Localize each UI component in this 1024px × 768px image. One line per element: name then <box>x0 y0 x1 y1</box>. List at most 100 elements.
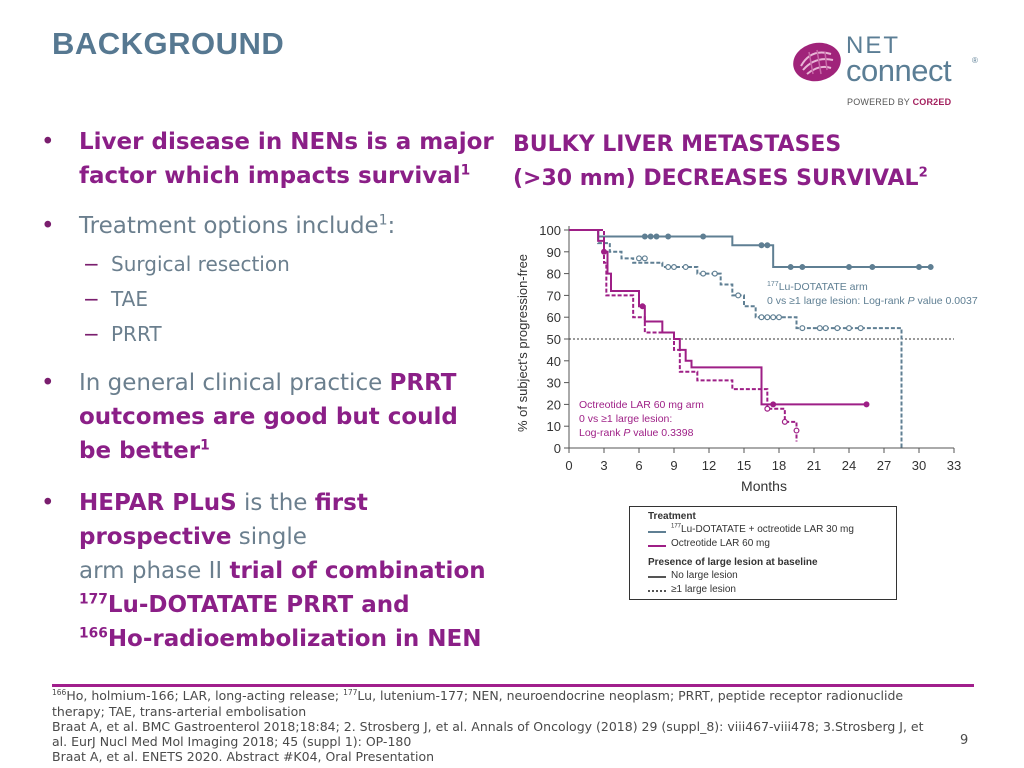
y-tick-label: 0 <box>554 441 561 456</box>
y-tick-label: 70 <box>547 288 561 303</box>
logo-text-connect: connect <box>846 53 952 88</box>
censor-mark <box>787 264 794 271</box>
censor-mark <box>670 264 677 271</box>
censor-mark <box>822 325 829 332</box>
x-tick-label: 6 <box>635 458 642 473</box>
censor-mark <box>682 264 689 271</box>
y-tick-label: 30 <box>547 376 561 391</box>
legend-item-large-lesion: ≥1 large lesion <box>671 584 736 595</box>
censor-mark <box>816 325 823 332</box>
bullet-treatment-options: • Treatment options include1: <box>41 209 395 243</box>
logo-powered-by: POWERED BY COR2ED <box>847 97 952 107</box>
censor-mark <box>863 401 870 408</box>
bullet-dot: • <box>41 213 55 239</box>
x-tick-label: 33 <box>947 458 961 473</box>
y-tick-label: 90 <box>547 245 561 260</box>
legend-heading-lesion: Presence of large lesion at baseline <box>648 557 818 568</box>
oct-annotation-line1: Octreotide LAR 60 mg arm <box>579 399 704 411</box>
legend-heading-treatment: Treatment <box>648 511 696 522</box>
censor-mark <box>834 325 841 332</box>
censor-mark <box>641 233 648 240</box>
censor-mark <box>700 233 707 240</box>
bullet-dot: • <box>41 370 55 396</box>
x-tick-label: 18 <box>772 458 786 473</box>
sub-bullet-prrt: − PRRT <box>83 322 162 346</box>
y-tick-label: 50 <box>547 332 561 347</box>
legend-swatch-oct <box>648 545 666 547</box>
slide-title: BACKGROUND <box>52 26 285 61</box>
page-number: 9 <box>960 733 969 748</box>
censor-mark <box>764 405 771 412</box>
km-curve-oct-large-lesion <box>569 229 798 442</box>
y-tick-label: 40 <box>547 354 561 369</box>
x-tick-label: 0 <box>565 458 572 473</box>
x-tick-label: 21 <box>807 458 821 473</box>
censor-mark <box>635 255 642 262</box>
censor-mark <box>665 264 672 271</box>
censor-mark <box>799 264 806 271</box>
censor-mark <box>711 270 718 277</box>
bullet-clinical-practice: • In general clinical practice PRRT outc… <box>41 366 458 468</box>
y-tick-label: 60 <box>547 310 561 325</box>
censor-mark <box>781 418 788 425</box>
net-connect-logo-icon <box>793 42 841 82</box>
censor-mark <box>764 242 771 249</box>
oct-annotation-line2: 0 vs ≥1 large lesion: <box>579 413 672 425</box>
lu-annotation-line1: 177Lu-DOTATATE arm <box>767 281 868 293</box>
x-axis-label: Months <box>741 478 787 494</box>
censor-mark <box>735 292 742 299</box>
censor-mark <box>845 264 852 271</box>
x-tick-label: 15 <box>737 458 751 473</box>
legend-item-no-lesion: No large lesion <box>671 570 738 581</box>
chart-heading: BULKY LIVER METASTASES (>30 mm) DECREASE… <box>513 132 928 191</box>
legend-swatch-lu <box>648 531 666 533</box>
footnote-reference-2: al. EurJ Nucl Med Mol Imaging 2018; 45 (… <box>52 734 412 749</box>
y-tick-label: 20 <box>547 397 561 412</box>
chart-legend: Treatment 177Lu-DOTATATE + octreotide LA… <box>629 506 897 600</box>
x-tick-label: 24 <box>842 458 856 473</box>
censor-mark <box>647 233 654 240</box>
legend-item-oct: Octreotide LAR 60 mg <box>671 538 770 549</box>
censor-mark <box>764 314 771 321</box>
x-tick-label: 9 <box>670 458 677 473</box>
legend-item-lu: 177Lu-DOTATATE + octreotide LAR 30 mg <box>671 523 854 535</box>
footnote-abbreviations: 166Ho, holmium-166; LAR, long-acting rel… <box>52 687 904 703</box>
footnote-reference-3: Braat A, et al. ENETS 2020. Abstract #K0… <box>52 749 435 764</box>
censor-mark <box>845 325 852 332</box>
bullet-liver-disease: • Liver disease in NENs is a major facto… <box>41 125 494 193</box>
censor-mark <box>653 233 660 240</box>
x-tick-label: 3 <box>600 458 607 473</box>
footnote-reference-1: Braat A, et al. BMC Gastroenterol 2018;1… <box>52 719 924 734</box>
footnote-abbreviations-cont: therapy; TAE, trans-arterial embolisatio… <box>52 704 307 719</box>
bullet-dot: • <box>41 490 55 516</box>
x-tick-label: 27 <box>877 458 891 473</box>
censor-mark <box>758 242 765 249</box>
sub-bullet-tae: − TAE <box>83 287 148 311</box>
legend-swatch-no-lesion <box>648 576 666 578</box>
censor-mark <box>639 303 646 310</box>
censor-mark <box>799 325 806 332</box>
km-curve-lu-no-lesion <box>569 229 931 269</box>
censor-mark <box>700 270 707 277</box>
censor-mark <box>869 264 876 271</box>
censor-mark <box>857 325 864 332</box>
censor-mark <box>665 233 672 240</box>
km-curve-oct-no-lesion <box>569 229 867 406</box>
censor-mark <box>775 314 782 321</box>
logo-text-net: NET <box>846 32 900 59</box>
y-axis-label: % of subject's progression-free <box>515 254 530 432</box>
censor-mark <box>770 401 777 408</box>
censor-mark <box>641 255 648 262</box>
censor-mark <box>915 264 922 271</box>
censor-mark <box>793 427 800 434</box>
sub-bullet-surgical-resection: − Surgical resection <box>83 252 290 276</box>
km-curve-lu-large-lesion <box>569 229 903 448</box>
censor-mark <box>927 264 934 271</box>
oct-annotation-line3: Log-rank P value 0.3398 <box>579 427 694 439</box>
bullet-dot: • <box>41 129 55 155</box>
y-tick-label: 100 <box>539 223 561 238</box>
censor-mark <box>758 314 765 321</box>
x-tick-label: 30 <box>912 458 926 473</box>
y-tick-label: 80 <box>547 267 561 282</box>
